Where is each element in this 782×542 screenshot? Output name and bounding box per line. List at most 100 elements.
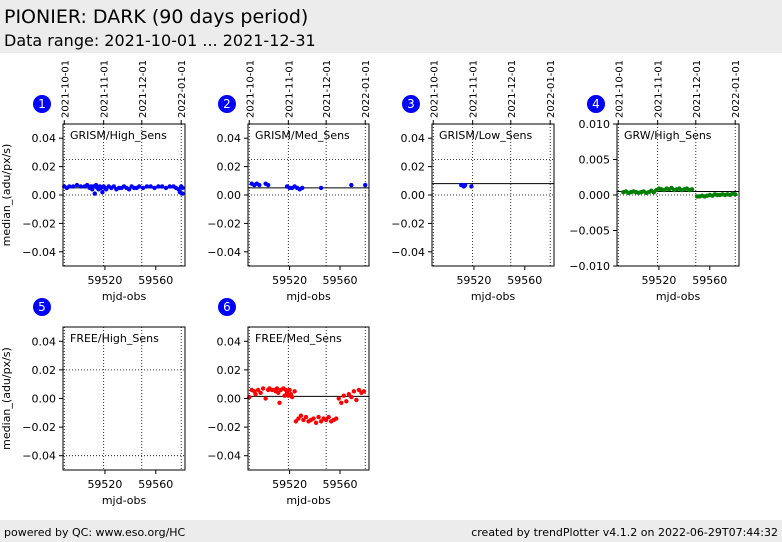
- data-point: [257, 182, 262, 188]
- data-point: [255, 387, 261, 393]
- top-date-label: 2022-01-01: [177, 60, 188, 118]
- panel-1: 0.04 0.02 0.00 −0.02 −0.04 59520 59560 mjd-obs m…: [0, 60, 188, 303]
- data-point: [74, 182, 80, 188]
- panel-number-badge: [218, 95, 236, 113]
- data-point: [334, 416, 339, 421]
- data-point: [323, 417, 329, 423]
- data-point: [361, 389, 367, 394]
- x-tick-label: 59520: [272, 274, 307, 287]
- data-point: [351, 389, 357, 394]
- data-point: [344, 399, 349, 404]
- panel-2: 0.04 0.02 0.00 −0.02 −0.04 59520 59560 mjd-obs 2…: [207, 60, 372, 303]
- y-tick-label: 0.04: [32, 335, 57, 348]
- page-subtitle: Data range: 2021-10-01 ... 2021-12-31: [4, 31, 316, 50]
- data-point: [253, 392, 258, 397]
- data-point: [111, 184, 117, 189]
- data-point: [140, 185, 146, 191]
- y-tick-label: −0.04: [391, 246, 425, 259]
- footer-bar: powered by QC: www.eso.org/HC created by…: [0, 520, 782, 542]
- y-tick-label: −0.02: [207, 217, 241, 230]
- x-tick-label: 59560: [692, 274, 727, 287]
- data-point: [144, 184, 150, 189]
- data-point: [258, 390, 263, 395]
- top-date-label: 2021-10-01: [429, 60, 440, 118]
- panel-label: GRW/High_Sens: [624, 129, 712, 142]
- top-date-label: 2021-10-01: [60, 60, 71, 118]
- data-point: [363, 182, 368, 188]
- y-tick-label: 0.00: [32, 189, 57, 202]
- y-tick-label: 0.000: [579, 189, 611, 202]
- panel-number-badge: [402, 95, 420, 113]
- panel-label: GRISM/High_Sens: [70, 129, 167, 142]
- panel-number-badge: [218, 298, 236, 316]
- data-point: [293, 419, 299, 424]
- data-point: [292, 389, 297, 394]
- top-date-label: 2021-11-01: [654, 60, 665, 118]
- y-tick-label: −0.04: [22, 450, 56, 463]
- data-point: [276, 390, 281, 395]
- data-point: [354, 397, 359, 403]
- x-axis-label: mjd-obs: [656, 290, 701, 303]
- panel-number: 5: [38, 300, 46, 314]
- x-tick-label: 59560: [138, 274, 173, 287]
- y-tick-label: −0.04: [207, 246, 241, 259]
- data-point: [70, 184, 76, 189]
- data-point: [287, 387, 292, 393]
- y-tick-label: −0.005: [569, 225, 610, 238]
- data-point: [126, 187, 132, 192]
- data-point: [336, 396, 341, 401]
- header-bar: PIONIER: DARK (90 days period) Data rang…: [0, 0, 782, 53]
- data-point: [318, 185, 324, 191]
- data-point: [260, 386, 266, 391]
- panel-4: 0.010 0.005 0.000 −0.005 −0.010 59520 59560 mjd…: [569, 60, 742, 303]
- y-tick-label: −0.04: [207, 450, 241, 463]
- y-tick-label: 0.00: [401, 189, 426, 202]
- panel-number: 4: [592, 97, 600, 111]
- x-tick-label: 59560: [138, 478, 173, 491]
- top-date-label: 2021-10-01: [245, 60, 256, 118]
- y-tick-label: 0.02: [217, 161, 242, 174]
- top-date-label: 2021-12-01: [507, 60, 518, 118]
- data-point: [78, 184, 83, 189]
- data-point: [92, 191, 97, 196]
- data-point: [167, 184, 172, 189]
- panel-label: GRISM/Med_Sens: [255, 129, 350, 142]
- data-point: [318, 419, 324, 424]
- y-tick-label: 0.00: [32, 393, 57, 406]
- x-tick-label: 59560: [507, 274, 542, 287]
- y-tick-label: −0.02: [22, 217, 56, 230]
- data-point: [180, 191, 185, 196]
- y-tick-label: 0.00: [217, 189, 242, 202]
- axes-frame: [62, 326, 186, 471]
- data-point: [349, 394, 354, 400]
- y-axis-label: median_(adu/px/s): [0, 144, 13, 247]
- top-date-label: 2021-12-01: [322, 60, 333, 118]
- panel-label: FREE/Med_Sens: [255, 332, 342, 345]
- y-tick-label: 0.02: [401, 161, 426, 174]
- data-point: [180, 185, 185, 191]
- panel-label: GRISM/Low_Sens: [439, 129, 532, 142]
- data-point: [137, 184, 142, 189]
- page-title: PIONIER: DARK (90 days period): [4, 6, 309, 28]
- data-point: [148, 184, 153, 189]
- panel-6: 0.04 0.02 0.00 −0.02 −0.04 59520 59560 mjd-obs F…: [207, 298, 370, 507]
- data-point: [732, 192, 738, 197]
- y-tick-label: 0.04: [32, 132, 57, 145]
- footer-credit: powered by QC: www.eso.org/HC: [4, 526, 186, 539]
- data-point: [274, 386, 280, 391]
- panel-number-badge: [33, 95, 51, 113]
- data-point: [84, 182, 90, 188]
- top-date-label: 2022-01-01: [546, 60, 557, 118]
- data-point: [289, 394, 295, 400]
- panel-number: 6: [223, 300, 231, 314]
- data-point: [298, 413, 304, 418]
- top-date-label: 2021-11-01: [469, 60, 480, 118]
- data-point: [341, 393, 346, 398]
- y-tick-label: −0.02: [391, 217, 425, 230]
- data-point: [163, 185, 169, 191]
- y-tick-label: −0.02: [22, 421, 56, 434]
- data-point: [104, 187, 109, 192]
- data-point: [462, 182, 468, 188]
- x-tick-label: 59560: [323, 478, 358, 491]
